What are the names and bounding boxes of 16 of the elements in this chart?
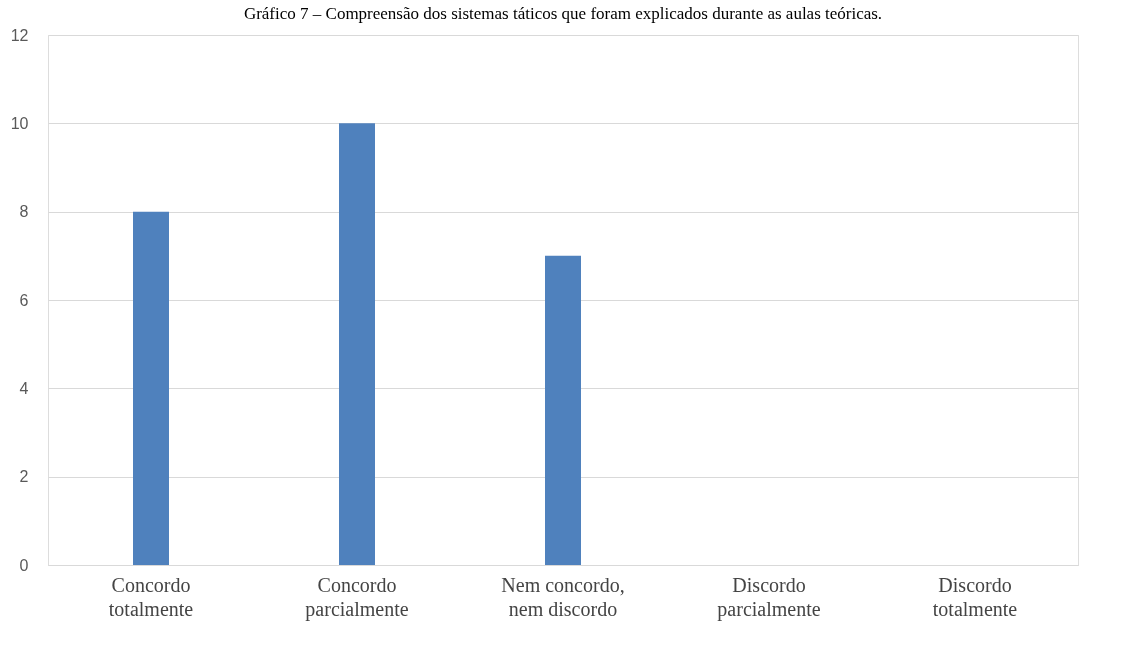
y-tick-label: 4 — [19, 379, 29, 397]
x-tick-label: Nem concordo, nem discordo — [501, 573, 625, 620]
bar — [545, 255, 581, 565]
x-tick-label: Concordo parcialmente — [305, 573, 409, 621]
y-tick-label: 0 — [19, 556, 29, 574]
bar — [133, 211, 169, 565]
x-tick-label: Discordo totalmente — [932, 573, 1018, 620]
bar — [339, 123, 375, 565]
x-tick-label: Discordo parcialmente — [717, 573, 821, 621]
x-tick-label: Concordo totalmente — [108, 573, 194, 620]
y-tick-label: 12 — [10, 26, 29, 44]
y-tick-label: 8 — [19, 203, 29, 221]
y-tick-label: 6 — [19, 291, 29, 309]
y-tick-label: 2 — [19, 468, 29, 486]
chart-title: Gráfico 7 – Compreensão dos sistemas táticos que foram explicados durante as aulas teóricas. — [243, 4, 883, 23]
y-tick-label: 10 — [10, 114, 29, 132]
